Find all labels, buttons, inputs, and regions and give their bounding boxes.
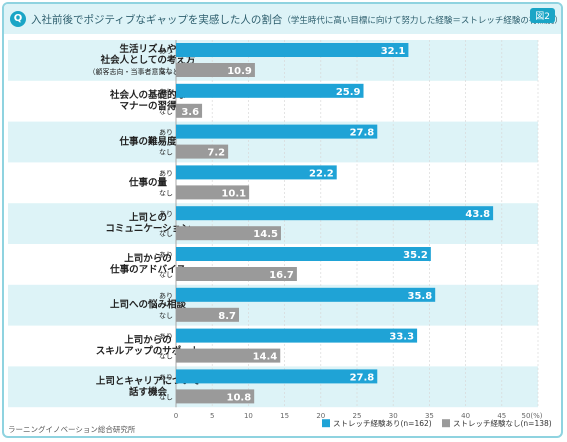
legend-label: ストレッチ経験なし(n=138) [453, 418, 552, 428]
data-label: 16.7 [269, 270, 294, 281]
source-credit: ラーニングイノベーション総合研究所 [8, 425, 136, 434]
category-label: スキルアップのサポート [96, 345, 201, 357]
bar-tag-label: なし [159, 149, 173, 157]
data-label: 43.8 [465, 209, 490, 220]
bar-tag-label: なし [159, 108, 173, 116]
bar-with-stretch [176, 206, 494, 221]
bar-without-stretch [176, 307, 239, 322]
bar-without-stretch [176, 267, 297, 281]
x-tick-label: 45 [497, 412, 506, 420]
bar-with-stretch [176, 83, 364, 98]
data-label: 10.8 [227, 392, 252, 403]
bar-with-stretch [176, 287, 436, 302]
bar-with-stretch [176, 124, 378, 139]
bar-tag-label: あり [159, 251, 173, 259]
category-label: 社会人の基礎的な [109, 89, 187, 101]
bar-tag-label: あり [159, 210, 173, 218]
bar-tag-label: なし [159, 189, 173, 197]
data-label: 33.3 [389, 332, 414, 343]
bar-without-stretch [176, 103, 203, 118]
x-tick-label: 20 [316, 412, 325, 420]
x-tick-label: 5 [210, 412, 214, 420]
bar-without-stretch [176, 226, 281, 241]
bar-without-stretch [176, 348, 281, 363]
bar-with-stretch [176, 43, 409, 57]
data-label: 10.9 [227, 66, 252, 77]
category-label: 仕事の量 [128, 176, 168, 188]
data-label: 27.8 [350, 128, 375, 139]
data-label: 27.8 [350, 372, 375, 383]
category-note: （顧客志向・当事者意識など）の習得 [89, 67, 208, 76]
question-badge: Q [10, 11, 26, 27]
data-label: 25.9 [336, 87, 361, 98]
category-label: 上司からの [124, 252, 172, 264]
data-label: 22.2 [309, 168, 334, 179]
bar-tag-label: なし [159, 271, 173, 279]
data-label: 35.8 [408, 291, 433, 302]
bar-tag-label: あり [159, 333, 173, 341]
bar-tag-label: あり [159, 292, 173, 300]
bar-tag-label: あり [159, 47, 173, 55]
data-label: 8.7 [218, 311, 236, 322]
chart-title-main: 入社前後でポジティブなギャップを実感した人の割合 [31, 14, 283, 26]
bar-with-stretch [176, 165, 337, 180]
bar-without-stretch [176, 144, 229, 159]
bar-tag-label: あり [159, 169, 173, 177]
category-label: 仕事のアドバイス [109, 263, 186, 275]
legend-swatch [442, 419, 450, 428]
bar-tag-label: なし [159, 230, 173, 238]
bar-tag-label: あり [159, 129, 173, 137]
category-label: マナーの習得 [119, 100, 177, 112]
legend-swatch [322, 419, 330, 428]
figure-badge: 図2 [530, 8, 555, 23]
category-label: 生活リズムや [119, 43, 176, 55]
data-label: 14.5 [253, 229, 278, 240]
x-tick-label: 40 [461, 412, 470, 420]
bar-tag-label: あり [159, 88, 173, 96]
bar-tag-label: なし [159, 353, 173, 361]
bar-without-stretch [176, 389, 255, 404]
bar-tag-label: なし [159, 67, 173, 75]
chart-title-note: （学生時代に高い目標に向けて努力した経験＝ストレッチ経験の有無別） [282, 16, 563, 26]
bar-without-stretch [176, 185, 250, 200]
category-label: 上司とキャリアについて [96, 375, 200, 387]
bar-without-stretch [176, 63, 255, 77]
x-tick-label: 30 [389, 412, 398, 420]
data-label: 35.2 [403, 250, 428, 261]
x-tick-label: 50(%) [521, 412, 542, 420]
bar-tag-label: なし [159, 312, 173, 320]
data-label: 3.6 [181, 107, 199, 118]
legend-label: ストレッチ経験あり(n=162) [333, 418, 432, 428]
x-tick-label: 10 [244, 412, 253, 420]
category-label: 上司への悩み相談 [110, 299, 187, 311]
bar-tag-label: なし [159, 393, 173, 401]
category-label: 上司からの [124, 334, 172, 346]
title-band: Q 入社前後でポジティブなギャップを実感した人の割合（学生時代に高い目標に向けて… [4, 4, 561, 34]
x-tick-label: 25 [353, 412, 362, 420]
category-label: コミュニケーション [105, 224, 190, 235]
bar-tag-label: あり [159, 373, 173, 381]
category-label: 社会人としての考え方 [100, 54, 196, 66]
data-label: 14.4 [253, 352, 278, 363]
chart-title: 入社前後でポジティブなギャップを実感した人の割合（学生時代に高い目標に向けて努力… [31, 12, 563, 27]
data-label: 32.1 [381, 46, 406, 57]
category-label: 仕事の難易度 [118, 136, 177, 148]
bar-with-stretch [176, 247, 431, 261]
x-tick-label: 35 [425, 412, 434, 420]
category-label: 話す機会 [129, 386, 168, 398]
bar-with-stretch [176, 328, 418, 343]
x-tick-label: 0 [174, 412, 178, 420]
category-label: 上司との [129, 212, 167, 224]
data-label: 10.1 [221, 188, 246, 199]
data-label: 7.2 [207, 148, 225, 159]
bar-with-stretch [176, 369, 378, 384]
x-tick-label: 15 [280, 412, 289, 420]
